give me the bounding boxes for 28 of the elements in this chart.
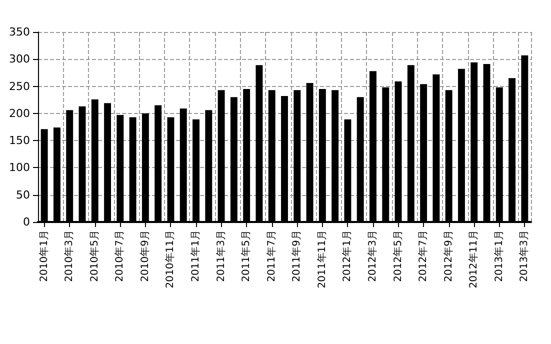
y-tick-label: 300 [9,52,30,66]
y-tick-label: 200 [9,106,30,120]
x-tick-label: 2011年5月 [240,230,252,282]
x-tick-label: 2013年3月 [518,230,530,282]
x-tick-label: 2012年5月 [392,230,404,282]
x-tick-label: 2012年9月 [442,230,454,282]
x-tick-label: 2011年7月 [265,230,278,282]
x-tick-label: 2011年9月 [290,230,303,282]
x-tick-label: 2012年3月 [366,230,378,282]
y-tick-label: 150 [9,134,30,148]
x-tick-label: 2012年11月 [468,230,480,288]
x-tick-label: 2012年7月 [417,230,430,282]
y-tick-label: 350 [9,26,30,38]
x-tick-label: 2011年3月 [214,230,227,282]
x-tick-label: 2011年11月 [316,230,328,288]
x-tick-label: 2010年3月 [63,230,76,282]
y-tick-label: 250 [9,80,30,93]
y-tick-label: 0 [23,216,30,228]
x-tick-label: 2010年1月 [38,230,50,282]
x-tick-label: 2013年1月 [492,230,505,282]
y-tick-label: 50 [16,188,30,202]
x-tick-label: 2010年7月 [114,230,126,282]
x-tick-label: 2011年1月 [190,230,202,282]
y-tick-label: 100 [9,161,30,174]
x-tick-label: 2010年11月 [164,230,176,288]
x-tick-label: 2010年9月 [138,230,151,282]
x-tick-label: 2010年5月 [88,230,100,282]
x-tick-label: 2012年1月 [341,230,354,282]
